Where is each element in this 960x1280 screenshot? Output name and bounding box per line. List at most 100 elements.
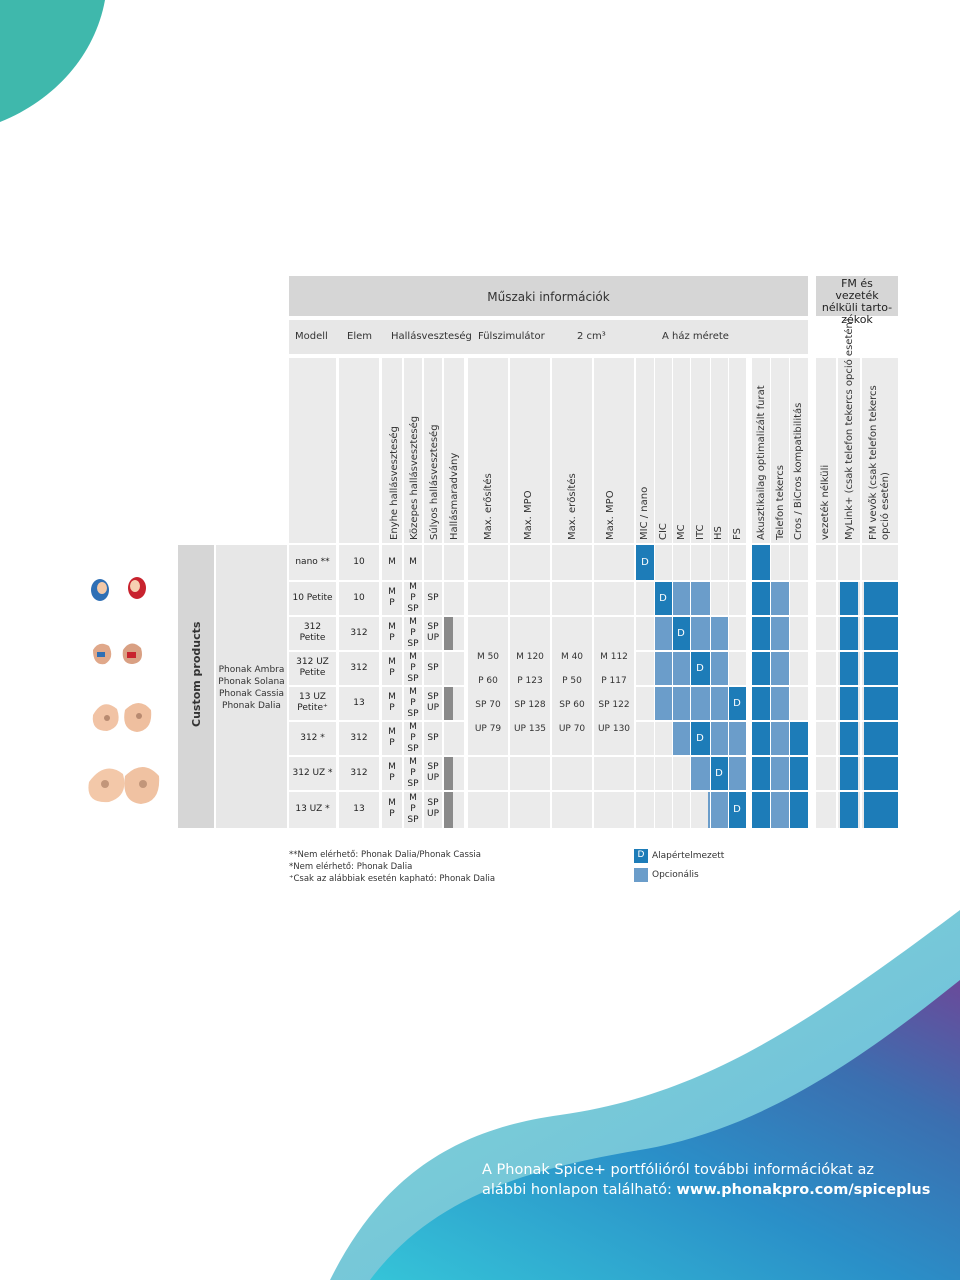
header-mild: Enyhe hallásveszteség	[389, 426, 400, 540]
vsep-sim-2	[592, 358, 594, 828]
row4-loss-moderate: M P SP	[407, 652, 419, 684]
col-2cm: 2 cm³	[577, 331, 606, 342]
product-images	[88, 577, 160, 804]
row6-loss-severe: SP	[427, 733, 439, 743]
col-model: Modell	[295, 331, 328, 342]
header-mc: MC	[676, 524, 687, 540]
col-bg-battery	[339, 358, 379, 828]
family-cassia: Phonak Cassia	[218, 689, 285, 699]
r6-default-mark: D	[696, 733, 704, 744]
family-band	[216, 545, 287, 828]
header-fm-receiver: FM vevők (csak telefon tekercs opció ese…	[868, 385, 891, 540]
row4-battery: 312	[350, 663, 368, 673]
vsep-sim-1	[508, 358, 510, 828]
row4-model: 312 UZ Petite	[296, 657, 329, 678]
row8-loss-severe: SP UP	[426, 798, 439, 819]
header-max-gain-2: Max. erősítés	[567, 473, 578, 540]
row5-loss-moderate: M P SP	[407, 687, 419, 719]
row7-loss-moderate: M P SP	[407, 757, 419, 789]
row1-loss-mild: M	[388, 557, 396, 567]
row2-model: 10 Petite	[292, 593, 333, 603]
r3-default-mark: D	[677, 628, 685, 639]
row1-loss-moderate: M	[409, 557, 417, 567]
r5-default-cell	[728, 687, 746, 720]
header-acoustic-vent: Akusztikailag optimalizált furat	[756, 385, 767, 540]
row1-model: nano **	[295, 557, 330, 567]
vsep-wl-2	[860, 358, 862, 828]
legend-default-mark: D	[637, 850, 645, 860]
sim-mpo-1: M 120 P 123 SP 128 UP 135	[510, 645, 550, 741]
header-fs: FS	[732, 528, 743, 540]
hearing-aid-medium-pair	[93, 643, 142, 665]
r4-default-mark: D	[696, 663, 704, 674]
row2-loss-moderate: M P SP	[407, 582, 419, 614]
row3-battery: 312	[350, 628, 368, 638]
family-solana: Phonak Solana	[218, 677, 285, 687]
header-severe: Súlyos hallásveszteség	[429, 424, 440, 540]
header-cros: Cros / BiCros kompatibilitás	[793, 402, 804, 540]
hearing-aid-itc-pair	[92, 703, 152, 732]
vsep-shell-4	[710, 358, 711, 828]
cros-optional-column	[790, 722, 808, 828]
vsep-shell-2	[672, 358, 673, 828]
legend-optional-label: Opcionális	[652, 870, 699, 880]
legend-default-label: Alapértelmezett	[652, 851, 725, 861]
r8-default-mark: D	[733, 804, 741, 815]
footer-line-2: alábbi honlapon található: www.phonakpro…	[482, 1182, 931, 1198]
hearing-aid-small-pair	[91, 577, 146, 601]
footer-info-text: A Phonak Spice+ portfólióról további inf…	[482, 1160, 930, 1200]
header-telecoil: Telefon tekercs	[775, 465, 786, 540]
header-max-mpo-2: Max. MPO	[605, 490, 616, 540]
header-hs: HS	[713, 526, 724, 540]
header-moderate: Közepes hallásveszteség	[409, 415, 420, 540]
nano-default-cell	[636, 545, 654, 580]
r6-default-cell	[690, 722, 710, 755]
hearing-aid-fs-pair	[88, 767, 160, 804]
shell-optional-blank-r2	[728, 617, 746, 650]
telecoil-optional-column	[771, 582, 789, 828]
footer-url-link[interactable]: www.phonakpro.com/spiceplus	[676, 1182, 931, 1198]
mylink-column	[840, 582, 858, 828]
header-wireless: vezeték nélküli	[820, 464, 831, 540]
footnote-2: *Nem elérhető: Phonak Dalia	[289, 862, 413, 872]
r7-default-cell	[710, 757, 728, 790]
row5-model: 13 UZ Petite⁺	[297, 692, 328, 713]
col-shell-size: A ház mérete	[662, 331, 729, 342]
header-residual: Hallásmaradvány	[449, 452, 460, 540]
row8-loss-moderate: M P SP	[407, 793, 419, 825]
vsep-loss-1	[402, 358, 404, 828]
fm-receiver-column	[864, 582, 898, 828]
residual-r5	[443, 687, 453, 720]
row3-model: 312 Petite	[299, 622, 326, 643]
residual-r8	[443, 792, 453, 828]
sim-gain-1: M 50 P 60 SP 70 UP 79	[468, 645, 508, 741]
r2-default-mark: D	[659, 593, 667, 604]
row8-battery: 13	[353, 804, 365, 814]
row1-battery: 10	[353, 557, 365, 567]
category-band	[178, 545, 214, 828]
footnote-3: ⁺Csak az alábbiak esetén kapható: Phonak…	[289, 874, 496, 884]
family-list: Phonak Ambra Phonak Solana Phonak Cassia…	[216, 664, 287, 712]
header-max-mpo-1: Max. MPO	[523, 490, 534, 540]
r8-default-cell	[728, 792, 746, 828]
residual-r3	[443, 617, 453, 650]
row2-battery: 10	[353, 593, 365, 603]
nano-default-mark: D	[641, 557, 649, 568]
row6-model: 312 *	[300, 733, 325, 743]
r2-default-cell	[654, 582, 672, 615]
vsep-shell-3	[690, 358, 691, 828]
col-battery: Elem	[347, 331, 372, 342]
col-ear-simulator: Fülszimulátor	[478, 331, 545, 342]
shell-optional-blank-r7	[654, 792, 708, 828]
row7-model: 312 UZ *	[292, 768, 333, 778]
footer-line-1: A Phonak Spice+ portfólióról további inf…	[482, 1162, 874, 1178]
subheader-band	[289, 320, 808, 354]
vsep-feat-1	[770, 358, 771, 828]
row5-battery: 13	[353, 698, 365, 708]
row3-loss-moderate: M P SP	[407, 617, 419, 649]
sim-mpo-2: M 112 P 117 SP 122 UP 130	[594, 645, 634, 741]
